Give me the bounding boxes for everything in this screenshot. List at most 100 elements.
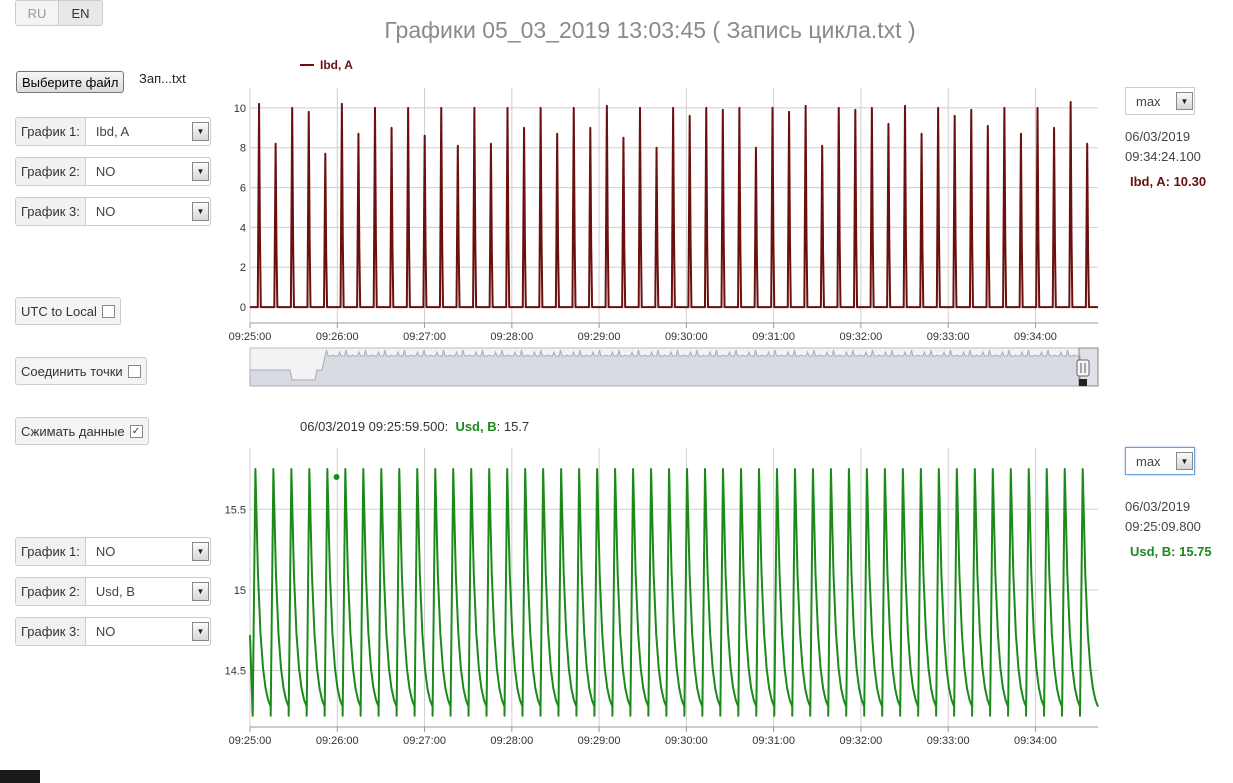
x-tick-label: 09:27:00 bbox=[403, 735, 446, 747]
select-label: График 1: bbox=[16, 118, 86, 145]
cursor-date: 06/03/2019 bbox=[1125, 129, 1191, 144]
navigator-series bbox=[249, 349, 1081, 387]
top-graph-2-select[interactable]: График 2: NO ▼ bbox=[15, 157, 211, 186]
x-tick-label: 09:30:00 bbox=[665, 735, 708, 747]
select-value: Ibd, A bbox=[95, 124, 130, 139]
x-tick-label: 09:28:00 bbox=[490, 735, 533, 747]
bottom-chart-hover-legend: 06/03/2019 09:25:59.500: Usd, B: 15.7 bbox=[300, 419, 529, 434]
hover-series: Usd, B bbox=[455, 419, 497, 434]
select-label: График 2: bbox=[16, 578, 86, 605]
legend-label: Ibd, A bbox=[320, 58, 353, 72]
cursor-value: Usd, B: 15.75 bbox=[1130, 544, 1212, 559]
bottom-graph-1-select[interactable]: График 1: NO ▼ bbox=[15, 537, 211, 566]
series-line-usd bbox=[249, 467, 1099, 717]
select-value: NO bbox=[95, 164, 116, 179]
bottom-graph-2-select[interactable]: График 2: Usd, B ▼ bbox=[15, 577, 211, 606]
y-tick-label: 0 bbox=[240, 302, 246, 314]
hover-value: : 15.7 bbox=[496, 419, 530, 434]
zoom-value: max bbox=[1136, 93, 1161, 109]
x-tick-label: 09:31:00 bbox=[752, 331, 795, 343]
y-tick-label: 14.5 bbox=[225, 666, 246, 678]
compress-data-toggle[interactable]: Сжимать данные ✓ bbox=[15, 417, 149, 445]
compress-data-checkbox[interactable]: ✓ bbox=[129, 424, 143, 438]
chevron-down-icon[interactable]: ▼ bbox=[1176, 452, 1193, 470]
file-name: Зап...txt bbox=[139, 71, 186, 86]
select-label: График 3: bbox=[16, 198, 86, 225]
utc-to-local-checkbox[interactable] bbox=[101, 304, 115, 318]
navigator-handle[interactable] bbox=[1076, 359, 1090, 377]
chevron-down-icon[interactable]: ▼ bbox=[192, 542, 209, 561]
language-en-button[interactable]: EN bbox=[59, 0, 103, 26]
bottom-zoom-select[interactable]: max ▼ bbox=[1125, 447, 1195, 475]
x-tick-label: 09:33:00 bbox=[927, 735, 970, 747]
x-tick-label: 09:25:00 bbox=[229, 331, 272, 343]
cursor-value: Ibd, A: 10.30 bbox=[1130, 174, 1207, 189]
chevron-down-icon[interactable]: ▼ bbox=[192, 582, 209, 601]
language-switch: RU EN bbox=[15, 0, 103, 27]
navigator-scroll-marker bbox=[1079, 379, 1087, 386]
select-label: График 3: bbox=[16, 618, 86, 645]
chevron-down-icon[interactable]: ▼ bbox=[192, 122, 209, 141]
x-tick-label: 09:34:00 bbox=[1014, 331, 1057, 343]
taskbar-corner bbox=[0, 770, 40, 783]
cursor-time: 09:34:24.100 bbox=[1125, 149, 1201, 164]
chevron-down-icon[interactable]: ▼ bbox=[192, 202, 209, 221]
y-tick-label: 4 bbox=[240, 222, 246, 234]
select-value: NO bbox=[95, 204, 116, 219]
top-zoom-select[interactable]: max ▼ bbox=[1125, 87, 1195, 115]
x-tick-label: 09:27:00 bbox=[403, 331, 446, 343]
x-tick-label: 09:30:00 bbox=[665, 331, 708, 343]
top-graph-3-select[interactable]: График 3: NO ▼ bbox=[15, 197, 211, 226]
choose-file-button[interactable]: Выберите файл bbox=[16, 71, 125, 93]
bottom-graph-3-select[interactable]: График 3: NO ▼ bbox=[15, 617, 211, 646]
select-value: NO bbox=[95, 544, 116, 559]
language-ru-button[interactable]: RU bbox=[15, 0, 59, 26]
x-tick-label: 09:25:00 bbox=[229, 735, 272, 747]
zoom-value: max bbox=[1136, 453, 1161, 469]
x-tick-label: 09:31:00 bbox=[752, 735, 795, 747]
bottom-cursor-info: 06/03/2019 09:25:09.800 Usd, B: 15.75 bbox=[1125, 497, 1212, 562]
x-tick-label: 09:29:00 bbox=[578, 331, 621, 343]
y-tick-label: 15 bbox=[234, 585, 246, 597]
y-tick-label: 6 bbox=[240, 183, 246, 195]
x-tick-label: 09:29:00 bbox=[578, 735, 621, 747]
utc-to-local-label: UTC to Local bbox=[21, 303, 97, 319]
hover-marker bbox=[333, 474, 340, 481]
chevron-down-icon[interactable]: ▼ bbox=[192, 622, 209, 641]
top-graph-1-select[interactable]: График 1: Ibd, A ▼ bbox=[15, 117, 211, 146]
x-tick-label: 09:26:00 bbox=[316, 735, 359, 747]
x-tick-label: 09:32:00 bbox=[839, 331, 882, 343]
compress-data-label: Сжимать данные bbox=[21, 423, 125, 439]
bottom-chart[interactable]: 14.5 15 15.5 09:25:00 09:26:00 09:27:00 09:28:… bbox=[225, 448, 1099, 747]
page-title: Графики 05_03_2019 13:03:45 ( Запись цик… bbox=[384, 17, 916, 43]
select-label: График 1: bbox=[16, 538, 86, 565]
connect-points-toggle[interactable]: Соединить точки bbox=[15, 357, 147, 385]
select-value: Usd, B bbox=[95, 584, 135, 599]
chevron-down-icon[interactable]: ▼ bbox=[192, 162, 209, 181]
select-label: График 2: bbox=[16, 158, 86, 185]
cursor-time: 09:25:09.800 bbox=[1125, 519, 1201, 534]
hover-time: 06/03/2019 09:25:59.500: bbox=[300, 419, 449, 434]
x-tick-label: 09:33:00 bbox=[927, 331, 970, 343]
x-tick-label: 09:34:00 bbox=[1014, 735, 1057, 747]
x-tick-label: 09:26:00 bbox=[316, 331, 359, 343]
connect-points-label: Соединить точки bbox=[21, 363, 123, 379]
x-tick-label: 09:32:00 bbox=[839, 735, 882, 747]
y-tick-label: 8 bbox=[240, 143, 246, 155]
chevron-down-icon[interactable]: ▼ bbox=[1176, 92, 1193, 110]
cursor-date: 06/03/2019 bbox=[1125, 499, 1191, 514]
select-value: NO bbox=[95, 624, 116, 639]
top-chart[interactable]: 0 2 4 6 8 10 09:25:00 09:26:00 09:27:00 09:28:00 0… bbox=[229, 88, 1098, 343]
y-tick-label: 15.5 bbox=[225, 504, 246, 516]
range-navigator[interactable] bbox=[249, 347, 1099, 387]
x-tick-label: 09:28:00 bbox=[490, 331, 533, 343]
top-chart-legend: Ibd, A bbox=[300, 58, 353, 72]
y-tick-label: 10 bbox=[234, 103, 246, 115]
y-tick-label: 2 bbox=[240, 262, 246, 274]
connect-points-checkbox[interactable] bbox=[127, 364, 141, 378]
legend-swatch bbox=[300, 64, 314, 66]
series-line-ibd bbox=[250, 100, 1098, 309]
top-cursor-info: 06/03/2019 09:34:24.100 Ibd, A: 10.30 bbox=[1125, 127, 1206, 192]
utc-to-local-toggle[interactable]: UTC to Local bbox=[15, 297, 121, 325]
